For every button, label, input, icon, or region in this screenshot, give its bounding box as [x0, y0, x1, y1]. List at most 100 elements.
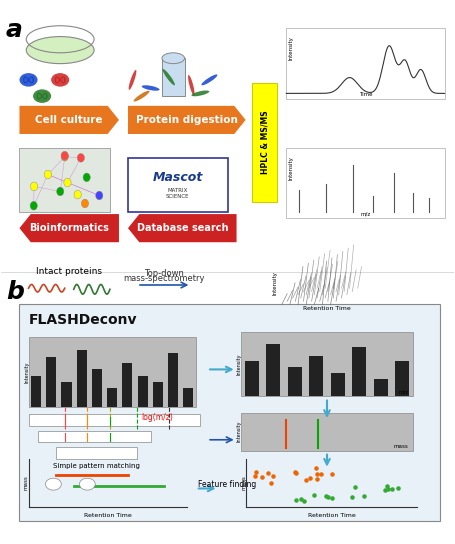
Ellipse shape	[20, 73, 38, 86]
Ellipse shape	[46, 478, 61, 490]
Text: mass: mass	[24, 475, 29, 491]
Point	[267, 479, 274, 487]
Circle shape	[77, 153, 85, 162]
Point	[349, 493, 356, 502]
Bar	[29, 415, 200, 426]
Text: Feature finding: Feature finding	[198, 480, 257, 489]
Text: m/z: m/z	[398, 390, 409, 395]
Point	[361, 491, 368, 500]
Text: FLASHDeconv: FLASHDeconv	[29, 313, 137, 326]
Ellipse shape	[142, 85, 160, 91]
Text: Intensity: Intensity	[237, 353, 242, 375]
Point	[253, 468, 260, 477]
Point	[265, 469, 272, 478]
Text: b: b	[6, 280, 24, 304]
Text: mass-spectrometry: mass-spectrometry	[123, 274, 205, 283]
Bar	[352, 347, 366, 397]
Text: Top-down: Top-down	[144, 269, 184, 278]
Point	[382, 485, 389, 494]
Bar	[168, 354, 178, 407]
Point	[258, 473, 265, 482]
Bar	[137, 376, 148, 407]
Point	[307, 473, 314, 482]
Bar	[46, 357, 56, 407]
Text: Intensity: Intensity	[273, 271, 278, 295]
Point	[293, 495, 300, 504]
Bar	[309, 356, 324, 397]
Bar	[253, 83, 277, 202]
Point	[384, 484, 392, 493]
Ellipse shape	[202, 75, 217, 85]
Bar	[374, 379, 388, 397]
Polygon shape	[20, 106, 119, 134]
Text: mass: mass	[241, 475, 246, 491]
Bar	[92, 369, 102, 407]
Text: MATRIX
SCIENCE: MATRIX SCIENCE	[166, 188, 189, 199]
Point	[312, 464, 319, 473]
Bar	[288, 367, 302, 397]
Text: Time: Time	[359, 92, 372, 97]
Text: Intact proteins: Intact proteins	[36, 267, 102, 276]
Point	[329, 493, 336, 502]
Bar	[395, 361, 410, 397]
Text: m/z: m/z	[360, 211, 370, 216]
Point	[388, 484, 395, 493]
Ellipse shape	[129, 70, 136, 90]
Circle shape	[81, 199, 89, 208]
Circle shape	[56, 187, 64, 196]
Point	[269, 471, 277, 480]
Point	[293, 469, 300, 478]
Ellipse shape	[134, 91, 150, 102]
Ellipse shape	[192, 90, 209, 96]
Point	[323, 491, 330, 500]
Point	[311, 490, 318, 499]
Text: Cell culture: Cell culture	[35, 115, 103, 125]
Bar	[162, 58, 185, 96]
Circle shape	[44, 170, 51, 179]
Ellipse shape	[162, 53, 185, 64]
Text: Retention Time: Retention Time	[84, 513, 131, 518]
Bar	[122, 363, 132, 407]
Text: Intensity: Intensity	[288, 36, 293, 60]
Ellipse shape	[162, 69, 175, 85]
Polygon shape	[128, 106, 246, 134]
Point	[313, 474, 320, 483]
Text: Retention Time: Retention Time	[303, 306, 351, 311]
Point	[317, 470, 324, 479]
Polygon shape	[20, 214, 119, 242]
Bar	[286, 28, 445, 99]
Text: Bioinformatics: Bioinformatics	[29, 223, 109, 233]
Bar	[331, 373, 345, 397]
Text: Retention Time: Retention Time	[308, 513, 355, 518]
Ellipse shape	[33, 89, 51, 103]
Text: Intensity: Intensity	[288, 156, 293, 180]
Point	[394, 483, 401, 492]
Ellipse shape	[188, 75, 195, 96]
Text: Intensity: Intensity	[24, 361, 29, 383]
Bar	[31, 376, 41, 407]
Point	[325, 492, 332, 501]
Bar	[245, 361, 259, 397]
Circle shape	[30, 201, 37, 210]
Bar	[20, 305, 440, 521]
Bar	[286, 147, 445, 218]
Text: Mascot: Mascot	[152, 171, 203, 184]
Bar	[61, 382, 71, 407]
Point	[329, 469, 336, 478]
Bar	[153, 382, 163, 407]
Text: HPLC & MS/MS: HPLC & MS/MS	[260, 110, 269, 174]
Point	[301, 496, 308, 505]
Point	[292, 468, 299, 477]
Bar	[29, 337, 196, 407]
Bar	[128, 158, 228, 213]
Text: Simple pattern matching: Simple pattern matching	[53, 462, 140, 468]
Point	[251, 472, 258, 480]
Bar	[266, 344, 280, 397]
Circle shape	[61, 152, 68, 161]
Ellipse shape	[26, 36, 94, 64]
Point	[314, 470, 321, 479]
Bar	[56, 447, 137, 459]
Circle shape	[83, 173, 90, 182]
Circle shape	[30, 182, 38, 191]
Text: Database search: Database search	[136, 223, 228, 233]
